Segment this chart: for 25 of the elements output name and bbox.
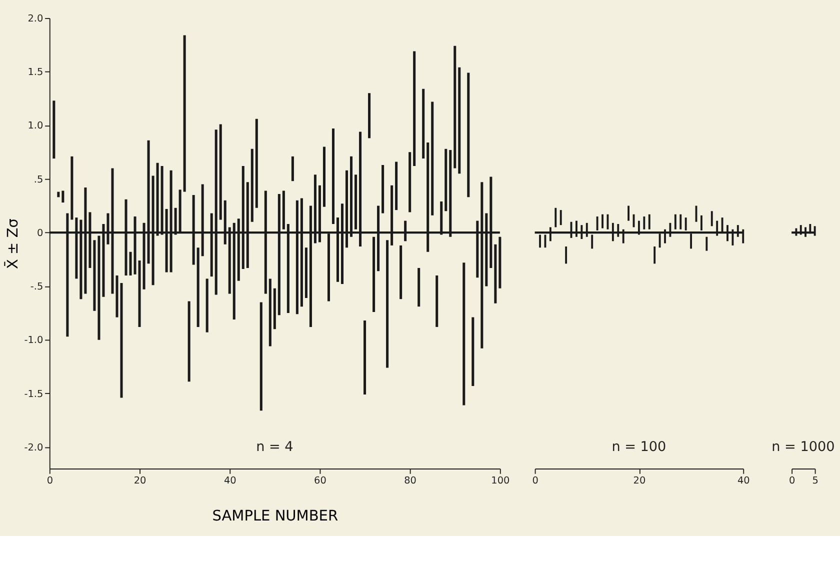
y-tick-label: 2.0 — [28, 13, 44, 24]
y-tick-label: 1.5 — [28, 67, 44, 78]
x-tick-label: 0 — [532, 476, 538, 487]
x-tick-label: 40 — [224, 476, 236, 487]
annotation: n = 1000 — [772, 439, 835, 456]
x-axis-title: SAMPLE NUMBER — [212, 508, 338, 524]
x-tick-label: 5 — [812, 476, 818, 487]
x-tick-label: 40 — [737, 476, 750, 487]
y-tick-label: .5 — [34, 174, 44, 186]
y-tick-label: 0 — [36, 228, 44, 239]
y-tick-label: -1.0 — [24, 335, 44, 346]
y-tick-label: 1.0 — [28, 120, 44, 132]
x-tick-label: 20 — [134, 476, 146, 487]
annotation: n = 4 — [256, 439, 294, 456]
x-tick-label: 80 — [404, 476, 416, 487]
y-tick-label: -.5 — [30, 282, 44, 293]
y-tick-label: -2.0 — [24, 442, 44, 454]
x-tick-label: 20 — [633, 476, 646, 487]
y-tick-label: -1.5 — [24, 388, 44, 400]
y-axis-title: X̄ ± Zσ — [4, 218, 22, 270]
x-tick-label: 0 — [46, 476, 53, 487]
x-tick-label: 0 — [788, 476, 796, 487]
x-tick-label: 100 — [491, 476, 510, 487]
annotation: n = 100 — [612, 439, 666, 456]
x-tick-label: 60 — [314, 476, 326, 487]
